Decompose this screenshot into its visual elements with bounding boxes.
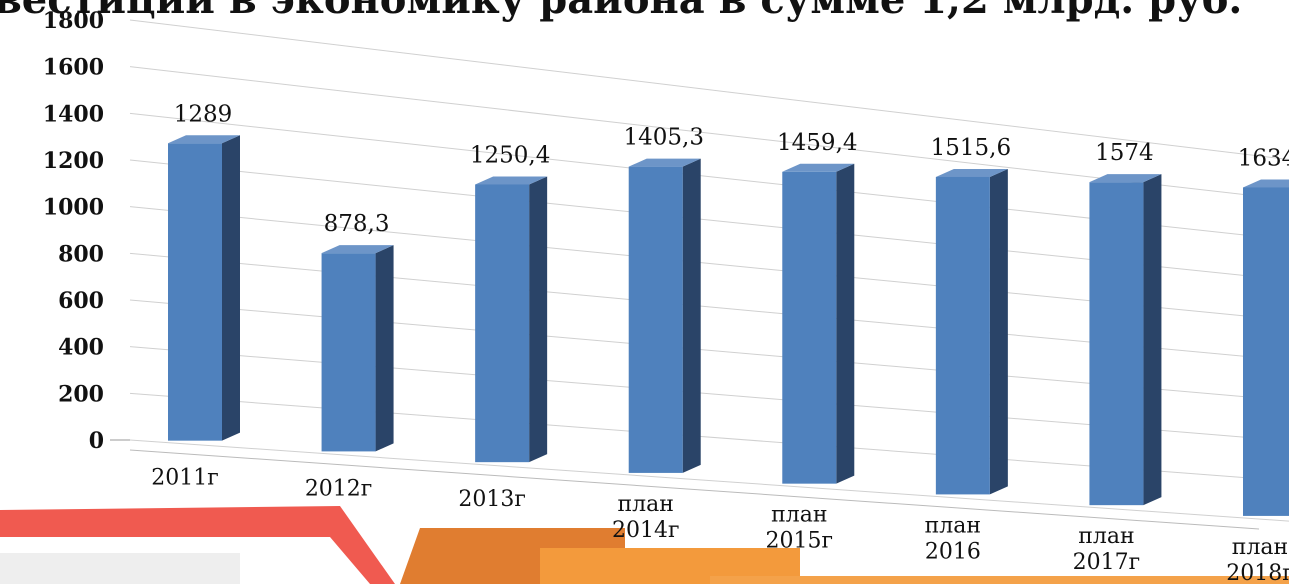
y-tick-label: 1400 — [43, 101, 104, 127]
value-label: 1405,3 — [623, 125, 703, 151]
bar-front — [629, 167, 683, 473]
bar-side — [990, 169, 1008, 494]
bar-front — [936, 177, 990, 494]
y-tick-label: 1200 — [43, 148, 104, 174]
bar-side — [529, 176, 547, 462]
bar — [936, 169, 1008, 494]
y-tick-label: 0 — [89, 428, 104, 454]
y-tick-label: 1000 — [43, 195, 104, 221]
category-label: план — [1232, 535, 1288, 560]
category-label: 2011г — [151, 466, 219, 491]
category-label: 2015г — [766, 529, 834, 554]
bar-side — [836, 164, 854, 484]
y-tick-label: 600 — [58, 288, 104, 314]
value-label: 1574 — [1095, 140, 1154, 166]
bar-side — [1143, 174, 1161, 505]
category-label: 2014г — [612, 518, 680, 543]
bar — [168, 135, 240, 440]
value-label: 1515,6 — [931, 135, 1011, 161]
bar — [322, 245, 394, 451]
bar — [629, 159, 701, 473]
category-label: план — [925, 513, 981, 538]
y-tick-label: 1800 — [43, 8, 104, 34]
value-label: 878,3 — [324, 211, 390, 237]
bar-front — [1243, 187, 1289, 515]
category-label: 2016 — [925, 539, 981, 564]
bar — [782, 164, 854, 484]
category-label: план — [1078, 524, 1134, 549]
category-label: 2018г — [1226, 561, 1289, 584]
category-label: план — [771, 503, 827, 528]
bar — [1089, 174, 1161, 505]
category-label: 2017г — [1073, 550, 1141, 575]
y-tick-label: 1600 — [43, 55, 104, 81]
category-label: 2012г — [305, 476, 373, 501]
y-tick-label: 800 — [58, 241, 104, 267]
bar — [475, 176, 547, 462]
category-label: 2013г — [458, 487, 526, 512]
bar-top — [1243, 179, 1289, 187]
value-label: 1250,4 — [470, 142, 550, 168]
bar-front — [322, 253, 376, 451]
value-label: 1289 — [174, 101, 233, 127]
bar-front — [168, 143, 222, 440]
y-tick-label: 200 — [58, 381, 104, 407]
bar-side — [683, 159, 701, 473]
bar-side — [376, 245, 394, 451]
bar-front — [1089, 182, 1143, 505]
value-label: 1459,4 — [777, 130, 857, 156]
category-label: план — [618, 492, 674, 517]
bar-side — [222, 135, 240, 440]
bar — [1243, 179, 1289, 515]
gridline — [130, 20, 1289, 160]
bar-front — [782, 172, 836, 484]
value-label: 1634,5 — [1238, 145, 1289, 171]
y-axis: 0 200 400 600 800 1000 1200 1400 1600 1800 — [43, 8, 130, 454]
y-tick-label: 400 — [58, 335, 104, 361]
bar-front — [475, 184, 529, 462]
